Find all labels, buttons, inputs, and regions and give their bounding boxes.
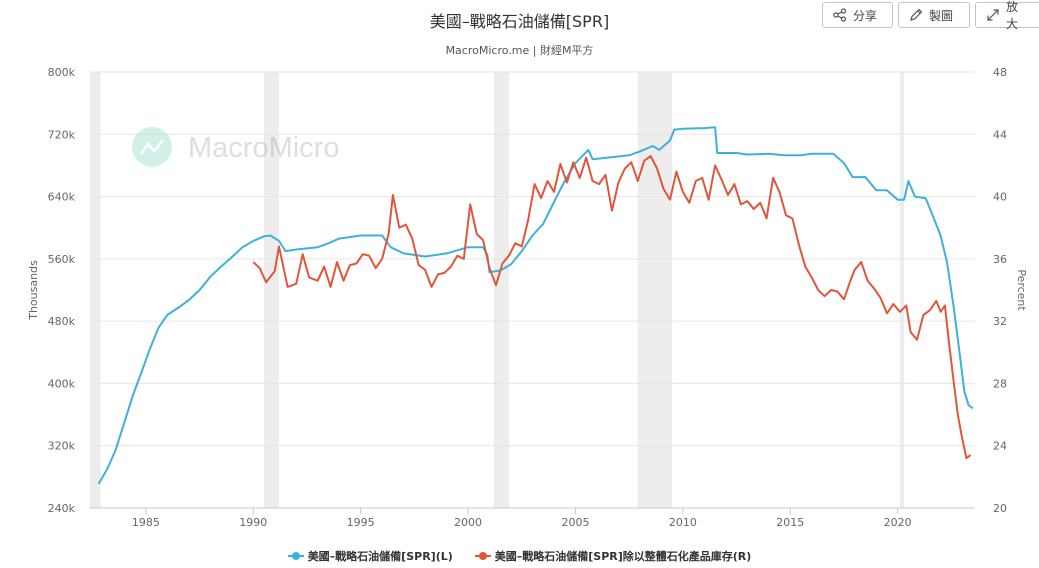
x-tick-label: 2010 bbox=[669, 516, 697, 529]
y-axis-right-title: Percent bbox=[1015, 269, 1028, 311]
y-left-tick-label: 400k bbox=[48, 377, 76, 390]
expand-label: 放大 bbox=[1006, 0, 1019, 31]
y-right-tick-label: 36 bbox=[993, 253, 1007, 266]
x-tick-label: 2000 bbox=[454, 516, 482, 529]
y-left-tick-label: 320k bbox=[48, 440, 76, 453]
y-right-tick-label: 20 bbox=[993, 502, 1007, 515]
series-lines bbox=[97, 126, 974, 485]
legend-item-spr[interactable]: 美國–戰略石油儲備[SPR](L) bbox=[287, 548, 453, 564]
y-right-tick-label: 28 bbox=[993, 377, 1007, 390]
y-right-tick-label: 32 bbox=[993, 315, 1007, 328]
x-tick-label: 1990 bbox=[239, 516, 267, 529]
x-tick-label: 2015 bbox=[776, 516, 804, 529]
chart-title: 美國–戰略石油儲備[SPR] bbox=[429, 12, 610, 31]
legend-item-spr-ratio[interactable]: 美國–戰略石油儲備[SPR]除以整體石化產品庫存(R) bbox=[474, 548, 752, 564]
series-line-spr[interactable] bbox=[97, 126, 974, 485]
y-axis-left-ticks: 240k 320k 400k 480k 560k 640k 720k 800k bbox=[48, 66, 76, 515]
legend-label-spr: 美國–戰略石油儲備[SPR](L) bbox=[307, 550, 453, 563]
y-left-tick-label: 560k bbox=[48, 253, 76, 266]
chart-area: MacroMicro 240k 320k 400k 480k 560k 640k 720k 8… bbox=[27, 66, 1028, 529]
recession-band bbox=[899, 72, 905, 508]
legend-label-spr-ratio: 美國–戰略石油儲備[SPR]除以整體石化產品庫存(R) bbox=[494, 550, 752, 563]
pencil-icon bbox=[909, 8, 923, 22]
recession-band bbox=[90, 72, 101, 508]
y-right-tick-label: 24 bbox=[993, 440, 1007, 453]
gridlines bbox=[90, 71, 975, 509]
draw-label: 製圖 bbox=[929, 8, 954, 23]
x-axis-ticks: 1985 1990 1995 2000 2005 2010 2015 2020 bbox=[132, 508, 912, 529]
expand-icon bbox=[986, 8, 1000, 22]
expand-button[interactable]: 放大 bbox=[975, 0, 1039, 31]
share-label: 分享 bbox=[853, 8, 878, 23]
x-tick-label: 2020 bbox=[884, 516, 912, 529]
watermark-logo-mark bbox=[139, 139, 164, 155]
recession-band bbox=[493, 72, 509, 508]
y-right-tick-label: 40 bbox=[993, 191, 1007, 204]
x-tick-label: 1985 bbox=[132, 516, 160, 529]
recession-band bbox=[637, 72, 673, 508]
x-tick-label: 1995 bbox=[347, 516, 375, 529]
share-button[interactable]: 分享 bbox=[822, 2, 893, 28]
watermark-logo-icon bbox=[132, 127, 172, 167]
series-line-spr-ratio[interactable] bbox=[252, 155, 972, 460]
y-axis-left-title: Thousands bbox=[27, 260, 40, 321]
y-left-tick-label: 480k bbox=[48, 315, 76, 328]
legend: 美國–戰略石油儲備[SPR](L) 美國–戰略石油儲備[SPR]除以整體石化產品… bbox=[0, 548, 1039, 564]
y-right-tick-label: 48 bbox=[993, 66, 1007, 79]
chart-subtitle: MacroMicro.me | 財經M平方 bbox=[445, 44, 594, 57]
y-left-tick-label: 240k bbox=[48, 502, 76, 515]
y-axis-right-ticks: 20 24 28 32 36 40 44 48 bbox=[993, 66, 1007, 515]
legend-marker-spr-ratio bbox=[474, 551, 491, 561]
y-left-tick-label: 800k bbox=[48, 66, 76, 79]
x-tick-label: 2005 bbox=[561, 516, 589, 529]
watermark: MacroMicro bbox=[132, 127, 339, 167]
y-left-tick-label: 640k bbox=[48, 191, 76, 204]
watermark-text: MacroMicro bbox=[188, 132, 339, 164]
draw-button[interactable]: 製圖 bbox=[898, 2, 970, 28]
recession-band bbox=[263, 72, 280, 508]
y-left-tick-label: 720k bbox=[48, 128, 76, 141]
legend-marker-spr bbox=[287, 551, 304, 561]
y-right-tick-label: 44 bbox=[993, 128, 1007, 141]
share-icon bbox=[833, 8, 847, 22]
